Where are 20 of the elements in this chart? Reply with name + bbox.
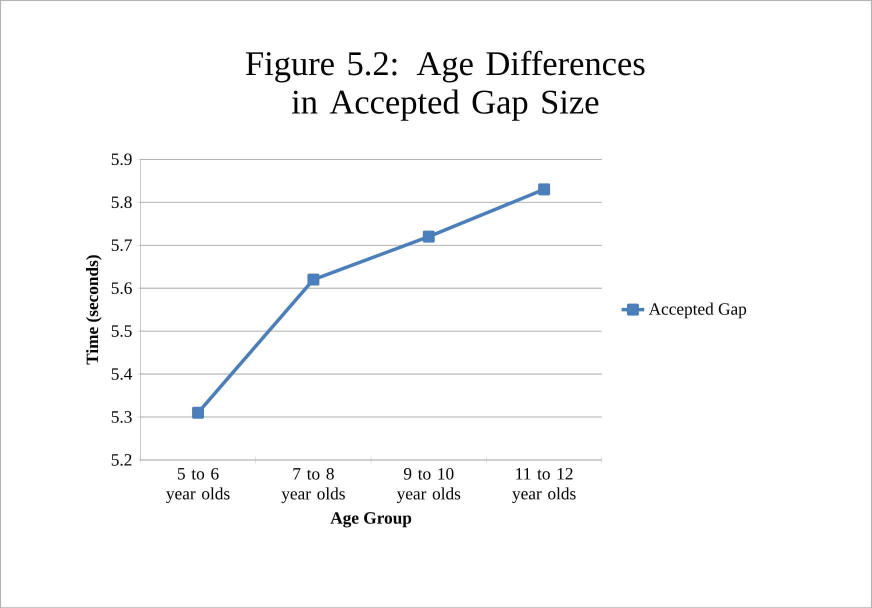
y-tick-label: 5.7 <box>112 239 132 251</box>
point <box>538 183 550 196</box>
y-tick-label: 5.4 <box>112 368 132 380</box>
y-tick-label: 5.6 <box>112 282 132 294</box>
x-tick-label: 9 to 10 year olds <box>396 468 460 503</box>
y-tick-label: 5.2 <box>112 454 132 466</box>
point <box>307 273 320 286</box>
y-tick-label: 5.3 <box>112 411 132 423</box>
chart-title: Figure 5.2: Age Differences in Accepted Gap Size <box>246 50 644 121</box>
y-tick-label: 5.9 <box>112 153 132 166</box>
y-tick-label: 5.8 <box>112 196 132 208</box>
y-axis-title: Time (seconds) <box>86 255 102 364</box>
x-tick-label: 5 to 6 year olds <box>166 468 230 503</box>
legend-label: Accepted Gap <box>648 302 746 318</box>
x-tick-label: 7 to 8 year olds <box>282 468 345 503</box>
x-axis-title: Age Group <box>330 512 412 528</box>
point <box>422 230 435 242</box>
y-tick-label: 5.5 <box>112 325 132 337</box>
x-tick-label: 11 to 12 year olds <box>512 468 576 503</box>
point <box>192 406 204 419</box>
